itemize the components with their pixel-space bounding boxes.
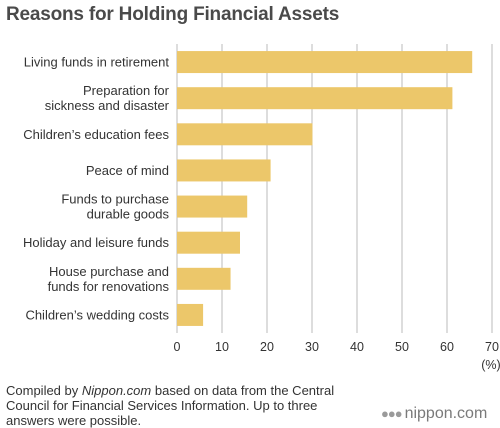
brand-logo: ●●● nippon.com [381,405,487,423]
bar [177,123,313,146]
grid-lines [176,44,493,333]
x-tick-label: 40 [350,340,364,354]
category-label: durable goods [87,207,170,222]
bar [177,195,248,218]
category-label: Preparation for [83,83,170,98]
brand-dots-icon: ●●● [381,406,403,421]
brand-name: nippon.com [404,405,488,422]
source-note-suffix: based on data from the Central Council f… [6,383,335,428]
x-axis-unit-label: (%) [481,358,500,372]
bar [177,231,240,254]
x-tick-label: 10 [215,340,229,354]
bar-chart: Living funds in retirement Preparation fo… [23,44,500,372]
x-tick-label: 0 [174,340,181,354]
x-tick-label: 60 [440,340,454,354]
x-tick-label: 50 [395,340,409,354]
category-label: Living funds in retirement [24,55,170,70]
source-note-prefix: Compiled by [6,383,82,398]
source-note: Compiled by Nippon.com based on data fro… [6,383,366,428]
bars [177,51,473,326]
x-tick-label: 70 [485,340,499,354]
bar [177,267,231,290]
category-label: Children’s wedding costs [25,307,169,322]
category-label: House purchase and [49,264,169,279]
category-label: funds for renovations [48,279,170,294]
x-tick-label: 30 [305,340,319,354]
chart-title: Reasons for Holding Financial Assets [6,4,340,25]
x-tick-label: 20 [260,340,274,354]
bar [177,303,204,326]
x-axis-ticks: 0 10 20 30 40 50 60 70 [174,340,499,354]
category-label: Children’s education fees [23,127,169,142]
category-label: Funds to purchase [61,192,169,207]
category-label: sickness and disaster [45,98,170,113]
bar [177,159,271,182]
source-name: Nippon.com [81,383,152,398]
bar [177,87,453,110]
category-label: Holiday and leisure funds [23,235,169,250]
bar [177,51,473,74]
category-label: Peace of mind [86,163,169,178]
category-labels: Living funds in retirement Preparation fo… [23,55,170,323]
